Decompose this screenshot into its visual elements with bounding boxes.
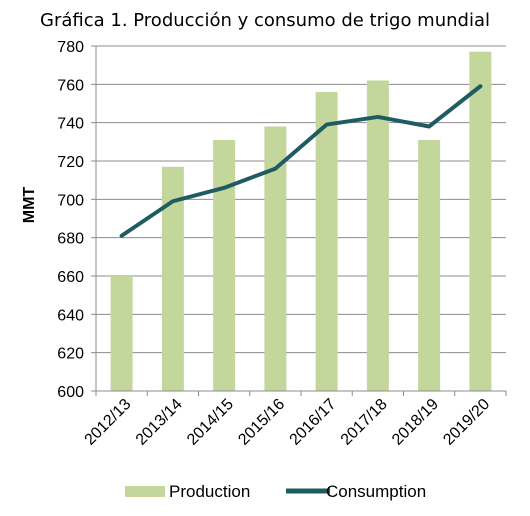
x-tick-label: 2017/18 bbox=[338, 396, 391, 449]
x-tick-label: 2013/14 bbox=[133, 396, 186, 449]
y-tick-label: 780 bbox=[57, 39, 84, 56]
chart-title: Gráfica 1. Producción y consumo de trigo… bbox=[40, 10, 490, 31]
x-tick-label: 2014/15 bbox=[184, 396, 237, 449]
y-tick-label: 600 bbox=[57, 384, 84, 401]
y-axis-label: MMT bbox=[21, 187, 38, 224]
x-tick-label: 2015/16 bbox=[235, 396, 288, 449]
consumption-line bbox=[119, 84, 483, 238]
y-tick-label: 740 bbox=[57, 116, 84, 133]
production-bars bbox=[110, 51, 492, 391]
legend-production-label: Production bbox=[169, 482, 250, 501]
production-bar bbox=[213, 139, 236, 391]
y-tick-label: 720 bbox=[57, 154, 84, 171]
production-bar bbox=[469, 51, 492, 391]
production-bar bbox=[264, 126, 287, 391]
production-bar bbox=[315, 92, 338, 391]
x-axis-ticks: 2012/132013/142014/152015/162016/172017/… bbox=[82, 391, 507, 449]
grid bbox=[96, 45, 506, 354]
x-tick-label: 2019/20 bbox=[440, 396, 493, 449]
x-tick-label: 2012/13 bbox=[82, 396, 135, 449]
production-bar bbox=[110, 276, 133, 391]
axes bbox=[95, 46, 506, 392]
legend-consumption-label: Consumption bbox=[326, 482, 426, 501]
y-tick-label: 680 bbox=[57, 231, 84, 248]
y-tick-label: 760 bbox=[57, 77, 84, 94]
y-tick-label: 660 bbox=[57, 269, 84, 286]
production-bar bbox=[418, 139, 441, 391]
legend: Production Consumption bbox=[125, 482, 426, 501]
y-tick-label: 620 bbox=[57, 346, 84, 363]
x-tick-label: 2018/19 bbox=[389, 396, 442, 449]
production-bar bbox=[366, 80, 389, 391]
y-axis-ticks: 600 620 640 660 680 700 720 740 760 780 bbox=[57, 39, 96, 401]
y-tick-label: 640 bbox=[57, 307, 84, 324]
y-tick-label: 700 bbox=[57, 192, 84, 209]
x-tick-label: 2016/17 bbox=[287, 396, 340, 449]
production-bar bbox=[161, 166, 184, 391]
legend-production-swatch bbox=[125, 486, 165, 497]
consumption-line-group bbox=[119, 84, 483, 238]
